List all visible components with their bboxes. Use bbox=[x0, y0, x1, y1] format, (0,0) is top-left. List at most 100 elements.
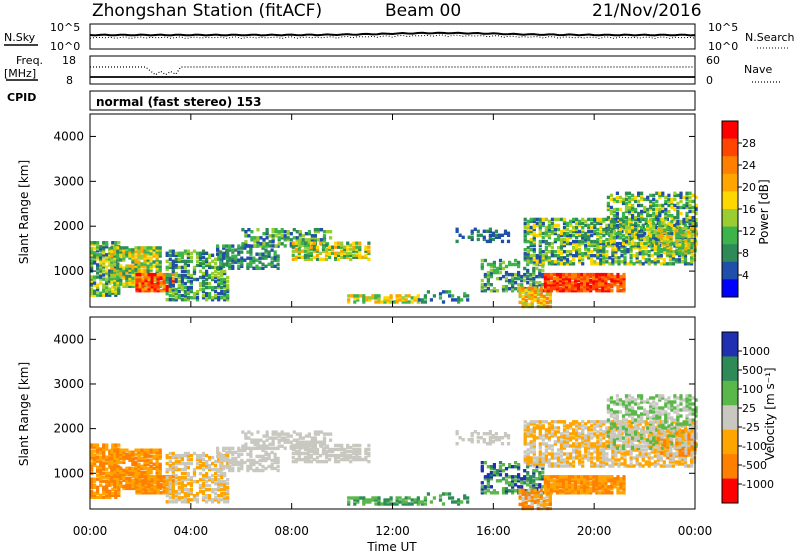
velocity-cell bbox=[147, 491, 151, 495]
power-cell bbox=[119, 252, 123, 256]
power-cell bbox=[93, 257, 97, 261]
power-cell bbox=[423, 296, 427, 300]
power-cell bbox=[685, 197, 689, 202]
power-cell bbox=[352, 245, 356, 249]
velocity-cell bbox=[304, 434, 308, 438]
velocity-cell bbox=[183, 478, 187, 482]
velocity-cell bbox=[119, 474, 123, 478]
velocity-cell bbox=[613, 485, 617, 489]
velocity-cell bbox=[545, 494, 549, 499]
power-cell bbox=[492, 260, 496, 265]
velocity-cell bbox=[517, 467, 521, 471]
power-cell bbox=[587, 243, 591, 248]
power-cell bbox=[568, 272, 572, 277]
power-cell bbox=[596, 221, 600, 226]
power-cell bbox=[355, 255, 359, 259]
velocity-cell bbox=[527, 504, 531, 509]
velocity-cell bbox=[158, 472, 162, 476]
velocity-cell bbox=[273, 458, 277, 463]
power-cell bbox=[655, 215, 659, 220]
velocity-cell bbox=[155, 450, 159, 454]
power-cell bbox=[457, 296, 461, 300]
power-cell bbox=[201, 249, 206, 253]
velocity-cell bbox=[541, 485, 545, 489]
power-cell bbox=[171, 292, 175, 296]
power-cell bbox=[165, 251, 169, 255]
power-cell bbox=[618, 221, 623, 226]
power-cell bbox=[501, 289, 506, 293]
power-cell bbox=[584, 239, 588, 244]
power-cell bbox=[135, 278, 139, 283]
power-cell bbox=[358, 241, 362, 245]
power-cell bbox=[622, 289, 626, 293]
power-cell bbox=[497, 235, 502, 239]
power-cell bbox=[116, 246, 120, 250]
power-cell bbox=[110, 266, 114, 270]
velocity-cell bbox=[217, 478, 221, 482]
velocity-cell bbox=[174, 473, 178, 478]
velocity-cell bbox=[116, 448, 120, 452]
power-cell bbox=[553, 250, 557, 254]
power-cell bbox=[297, 251, 301, 255]
velocity-cell bbox=[214, 467, 218, 472]
power-cell bbox=[340, 249, 344, 253]
velocity-cell bbox=[156, 477, 160, 481]
power-cell bbox=[386, 298, 390, 302]
power-cell bbox=[604, 287, 608, 291]
velocity-cell bbox=[140, 452, 144, 456]
velocity-cell bbox=[324, 459, 329, 464]
power-cell bbox=[653, 231, 657, 236]
power-cell bbox=[623, 252, 627, 256]
power-cell bbox=[291, 241, 295, 245]
velocity-cell bbox=[122, 486, 126, 491]
power-cell bbox=[228, 246, 232, 250]
power-cell bbox=[156, 278, 160, 283]
power-cell bbox=[612, 219, 616, 224]
power-cell bbox=[664, 211, 668, 216]
velocity-cell bbox=[168, 451, 172, 456]
velocity-cell bbox=[508, 483, 512, 487]
velocity-cell bbox=[177, 498, 181, 502]
power-cell bbox=[498, 276, 503, 281]
power-cell bbox=[261, 254, 265, 258]
power-cell bbox=[211, 296, 215, 300]
power-cell bbox=[90, 247, 94, 251]
power-cell bbox=[631, 215, 635, 220]
power-cell bbox=[277, 232, 281, 236]
power-cell bbox=[517, 272, 521, 277]
power-scatter-cells bbox=[90, 191, 698, 309]
power-cell bbox=[177, 273, 181, 278]
power-cell bbox=[541, 260, 545, 264]
power-cell bbox=[90, 277, 94, 281]
power-cell bbox=[635, 260, 639, 264]
velocity-cell bbox=[291, 459, 295, 464]
power-cell bbox=[661, 203, 665, 208]
power-cell bbox=[523, 231, 527, 236]
power-cell bbox=[584, 233, 588, 238]
velocity-cell bbox=[407, 502, 411, 506]
velocity-cell bbox=[125, 480, 129, 484]
velocity-cell bbox=[504, 473, 509, 477]
power-cell bbox=[141, 283, 145, 287]
power-cell bbox=[538, 283, 542, 287]
power-cell bbox=[578, 219, 582, 224]
power-cell bbox=[543, 278, 547, 283]
power-cell bbox=[624, 242, 629, 246]
power-cell bbox=[189, 285, 193, 290]
power-cell bbox=[568, 281, 572, 285]
velocity-cell bbox=[156, 491, 160, 495]
power-cell bbox=[572, 227, 576, 232]
velocity-cell bbox=[355, 449, 359, 454]
velocity-cell bbox=[546, 477, 550, 481]
velocity-cell bbox=[307, 432, 311, 436]
power-cell bbox=[649, 201, 653, 206]
power-cell bbox=[313, 236, 317, 240]
velocity-cell bbox=[564, 491, 569, 495]
power-cell bbox=[590, 258, 594, 262]
velocity-cell bbox=[517, 465, 521, 469]
power-cell bbox=[524, 300, 528, 305]
power-cell bbox=[211, 298, 215, 302]
velocity-cell bbox=[108, 471, 112, 475]
power-cell bbox=[177, 265, 181, 270]
velocity-cell bbox=[273, 466, 277, 471]
